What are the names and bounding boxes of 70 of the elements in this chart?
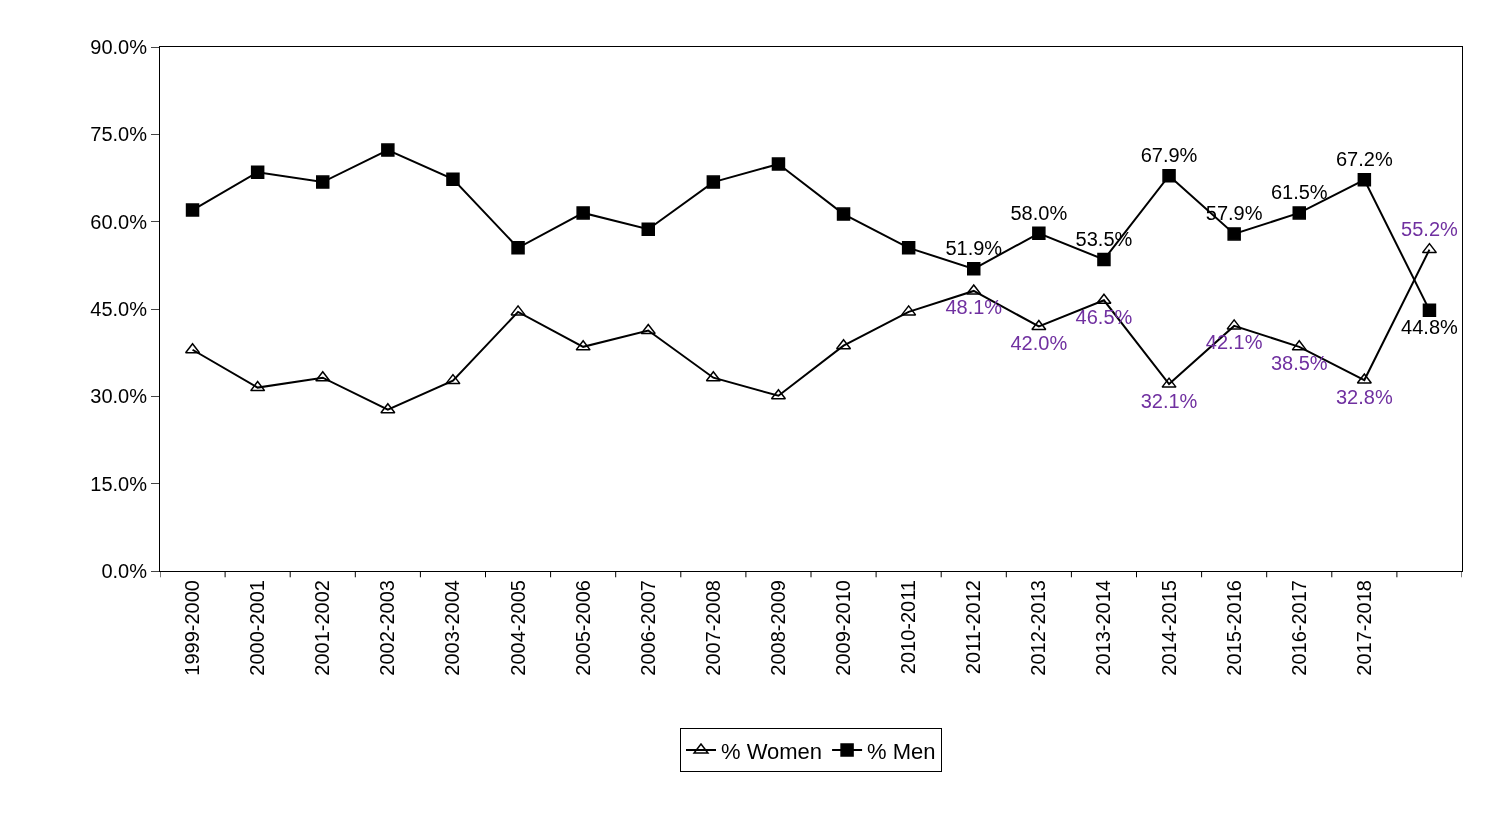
x-tick-label: 2001-2002 [311, 580, 334, 676]
data-label: 48.1% [945, 296, 1003, 319]
legend-label: % Women [721, 738, 823, 764]
data-label: 67.2% [1335, 148, 1393, 171]
x-tick-label: 2013-2014 [1092, 580, 1115, 676]
point [1162, 168, 1176, 183]
point [1031, 319, 1047, 331]
data-label: 51.9% [945, 237, 1003, 260]
x-tick-label: 2012-2013 [1027, 580, 1050, 676]
x-tick-label: 2009-2010 [832, 580, 855, 676]
y-tick-label: 45.0% [90, 298, 148, 320]
x-tick-label: 2017-2018 [1352, 580, 1375, 676]
data-label: 61.5% [1270, 181, 1328, 204]
legend-label: % Men [867, 738, 936, 764]
data-label: 44.8% [1401, 315, 1459, 338]
x-tick-label: 2011-2012 [962, 580, 985, 675]
x-tick-label: 2003-2004 [441, 580, 464, 676]
point [315, 370, 331, 382]
y-tick-label: 90.0% [90, 36, 148, 58]
point [967, 262, 981, 276]
data-label: 32.8% [1335, 385, 1393, 408]
y-tick-label: 0.0% [101, 560, 148, 582]
point [445, 373, 461, 385]
point [835, 338, 852, 350]
point [1422, 303, 1437, 317]
point [836, 207, 851, 221]
x-tick-label: 2007-2008 [701, 580, 724, 676]
x-tick-label: 2016-2017 [1287, 580, 1310, 676]
point [249, 380, 266, 392]
x-tick-label: 2010-2011 [897, 580, 920, 675]
point [705, 370, 722, 382]
x-tick-label: 2006-2007 [636, 580, 659, 676]
data-label: 67.9% [1140, 144, 1198, 167]
x-tick-label: 2008-2009 [766, 580, 789, 676]
x-tick-label: 2014-2015 [1157, 580, 1180, 676]
point [380, 402, 396, 414]
point [640, 323, 656, 335]
point [381, 143, 395, 157]
x-tick-label: 2004-2005 [506, 580, 529, 676]
x-tick-label: 1999-2000 [181, 580, 204, 676]
point [1292, 206, 1306, 220]
y-tick-label: 75.0% [90, 123, 148, 146]
data-label: 38.5% [1270, 352, 1328, 375]
point [1097, 252, 1111, 267]
point [1096, 293, 1112, 305]
point [901, 241, 916, 255]
data-label: 58.0% [1010, 201, 1068, 224]
x-tick-label: 2002-2003 [376, 580, 399, 676]
point [1032, 226, 1046, 241]
x-tick-label: 2015-2016 [1222, 580, 1245, 676]
point [641, 222, 655, 236]
point [185, 203, 200, 217]
point [576, 206, 590, 220]
y-tick-label: 30.0% [90, 385, 148, 408]
point [446, 172, 460, 186]
x-tick-label: 2005-2006 [571, 580, 594, 676]
point [1421, 242, 1438, 254]
y-tick-label: 15.0% [90, 472, 148, 495]
point [1357, 173, 1372, 187]
y-tick-label: 60.0% [90, 210, 148, 233]
point [771, 157, 786, 171]
point [1227, 227, 1241, 241]
data-label: 42.0% [1010, 331, 1068, 354]
data-label: 55.2% [1401, 218, 1459, 241]
point [250, 165, 265, 179]
data-label: 32.1% [1140, 389, 1198, 412]
x-tick-label: 2000-2001 [246, 580, 269, 676]
point [511, 241, 525, 255]
point [706, 175, 721, 189]
point [316, 175, 330, 189]
